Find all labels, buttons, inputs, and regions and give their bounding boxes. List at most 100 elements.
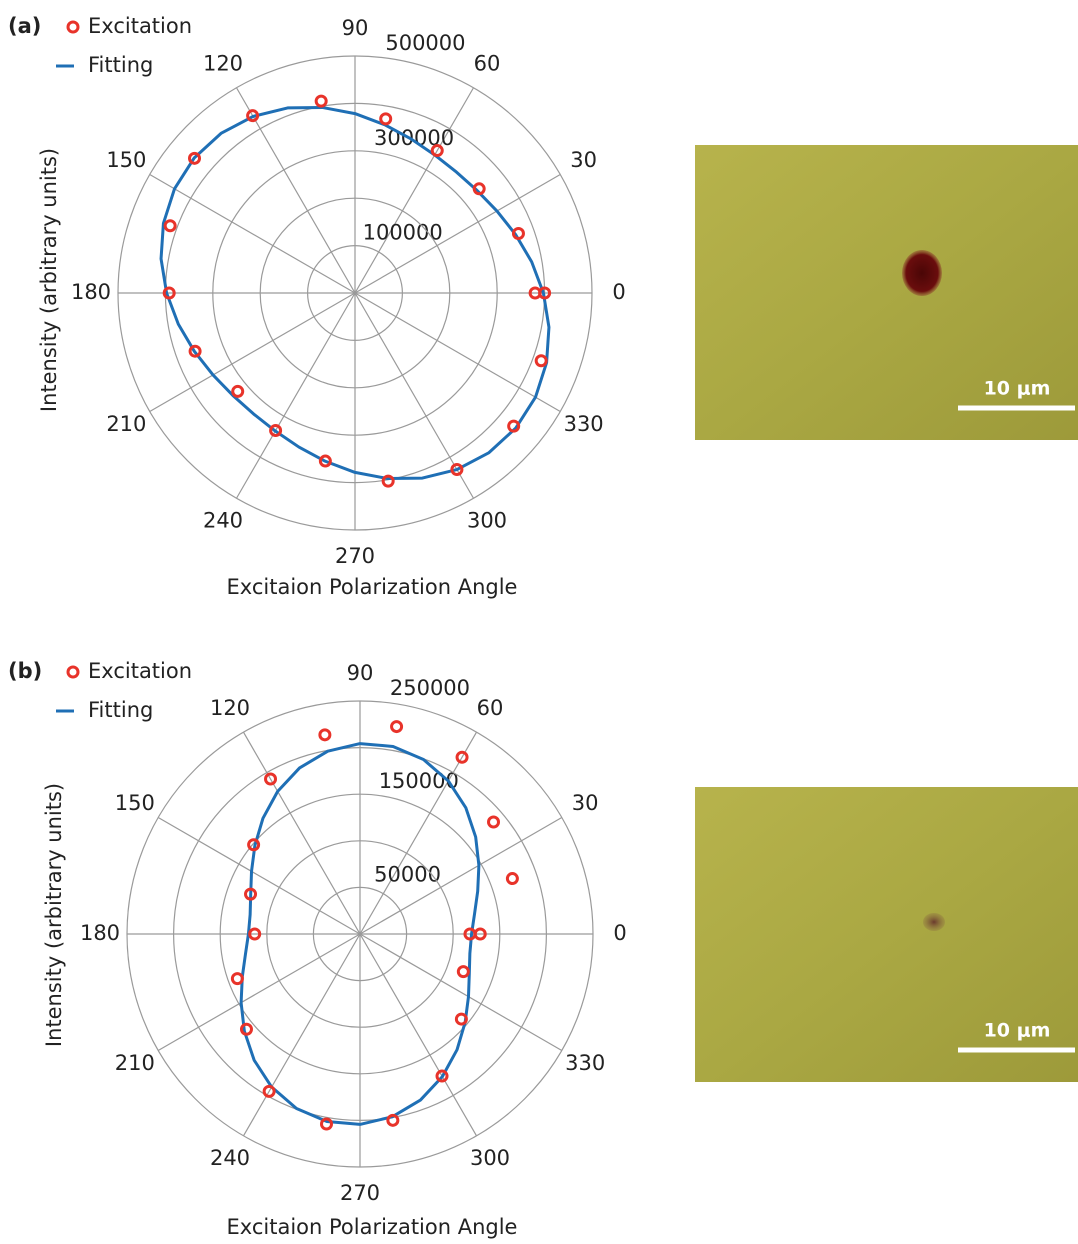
theta-tick-label: 120 — [210, 696, 250, 720]
spoke — [235, 292, 356, 499]
spoke — [354, 292, 561, 413]
data-point — [507, 419, 521, 433]
image-background — [695, 787, 1078, 1082]
theta-tick-label: 180 — [80, 921, 120, 945]
data-point — [244, 887, 258, 901]
y-axis-label: Intensity (arbitrary units) — [37, 148, 61, 412]
data-point — [472, 182, 486, 196]
theta-tick-label: 270 — [340, 1181, 380, 1205]
data-point — [163, 219, 177, 233]
polar-chart: 0 30 60 90 120 150 180 210 240 270 300 330 100000 300… — [8, 14, 626, 599]
micrograph-a: 10 μm — [695, 145, 1078, 440]
spoke — [157, 933, 361, 1052]
data-point — [455, 750, 469, 764]
data-point — [511, 227, 525, 241]
theta-tick-label: 150 — [106, 148, 146, 172]
data-point — [454, 1012, 468, 1026]
spoke — [354, 173, 561, 294]
data-point — [262, 1084, 276, 1098]
data-point — [390, 720, 404, 734]
theta-tick-label: 240 — [210, 1146, 250, 1170]
data-point — [269, 424, 283, 438]
r-tick-label: 100000 — [363, 221, 443, 245]
data-point — [430, 144, 444, 158]
spoke — [359, 731, 478, 935]
data-point — [318, 454, 332, 468]
data-point — [239, 1022, 253, 1036]
ring — [212, 150, 498, 436]
scale-bar-label: 10 μm — [984, 1020, 1051, 1042]
legend-label: Fitting — [88, 698, 153, 722]
image-background — [695, 145, 1078, 440]
legend-label: Fitting — [88, 53, 153, 77]
data-point — [456, 965, 470, 979]
theta-tick-label: 30 — [570, 148, 597, 172]
data-point — [538, 286, 552, 300]
data-point — [188, 151, 202, 165]
spoke — [242, 731, 361, 935]
data-point — [188, 344, 202, 358]
data-point — [381, 474, 395, 488]
legend-label: Excitation — [88, 659, 192, 683]
data-point — [505, 872, 519, 886]
theta-tick-label: 90 — [342, 16, 369, 40]
panel-label: (a) — [8, 14, 41, 38]
data-point — [318, 728, 332, 742]
data-point — [450, 463, 464, 477]
ring — [173, 746, 547, 1121]
theta-tick-label: 150 — [115, 791, 155, 815]
data-point — [386, 1113, 400, 1127]
theta-tick-label: 300 — [470, 1146, 510, 1170]
legend-label: Excitation — [88, 14, 192, 38]
data-point — [379, 112, 393, 126]
r-tick-label: 50000 — [374, 862, 441, 886]
spoke — [359, 933, 478, 1137]
theta-tick-label: 60 — [477, 696, 504, 720]
data-point — [487, 815, 501, 829]
spoke — [242, 933, 361, 1137]
ring — [126, 700, 594, 1168]
spoke — [235, 87, 356, 294]
panel-label: (b) — [8, 659, 42, 683]
particle — [902, 250, 942, 296]
theta-tick-label: 300 — [467, 509, 507, 533]
data-point — [231, 384, 245, 398]
ring — [266, 840, 454, 1028]
legend-marker — [66, 20, 80, 34]
theta-tick-label: 210 — [106, 412, 146, 436]
theta-tick-label: 240 — [203, 509, 243, 533]
theta-tick-label: 30 — [572, 791, 599, 815]
x-axis-label: Excitaion Polarization Angle — [227, 1215, 518, 1239]
data-point — [230, 972, 244, 986]
ring — [117, 55, 593, 531]
data-point — [314, 94, 328, 108]
particle — [923, 913, 945, 931]
spoke — [354, 292, 475, 499]
spoke — [157, 816, 361, 935]
ring — [312, 886, 408, 982]
spoke — [359, 816, 563, 935]
theta-tick-label: 0 — [613, 921, 626, 945]
data-point — [248, 927, 262, 941]
theta-tick-label: 90 — [347, 661, 374, 685]
data-point — [246, 109, 260, 123]
theta-tick-label: 270 — [335, 544, 375, 568]
theta-tick-label: 180 — [71, 280, 111, 304]
micrograph-b: 10 μm — [695, 787, 1078, 1082]
legend-marker — [66, 665, 80, 679]
theta-tick-label: 120 — [203, 51, 243, 75]
theta-tick-label: 330 — [564, 412, 604, 436]
ring — [219, 793, 501, 1075]
data-point — [435, 1069, 449, 1083]
r-tick-label: 300000 — [374, 126, 454, 150]
data-point — [534, 354, 548, 368]
theta-tick-label: 330 — [565, 1051, 605, 1075]
ring — [259, 197, 451, 389]
r-tick-label: 150000 — [379, 769, 459, 793]
polar-chart: 0 30 60 90 120 150 180 210 240 270 300 330 50000 1500… — [8, 659, 627, 1239]
spoke — [149, 173, 356, 294]
r-tick-label: 250000 — [390, 676, 470, 700]
r-tick-label: 500000 — [385, 31, 465, 55]
